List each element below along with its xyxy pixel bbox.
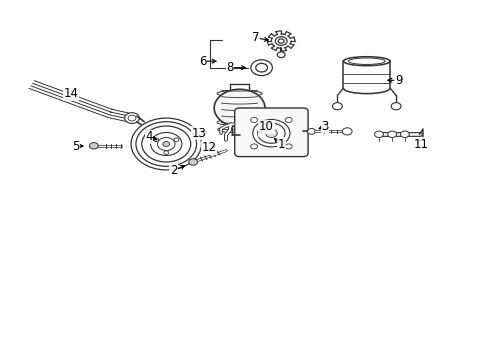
Circle shape bbox=[153, 138, 158, 141]
Circle shape bbox=[400, 131, 408, 138]
Circle shape bbox=[150, 132, 182, 156]
Text: 9: 9 bbox=[394, 74, 402, 87]
Text: 13: 13 bbox=[192, 127, 206, 140]
Circle shape bbox=[163, 151, 168, 154]
Circle shape bbox=[390, 103, 400, 110]
Circle shape bbox=[277, 52, 285, 58]
Circle shape bbox=[142, 126, 190, 162]
Circle shape bbox=[285, 144, 291, 149]
Circle shape bbox=[250, 117, 257, 122]
Circle shape bbox=[188, 159, 197, 165]
Text: 11: 11 bbox=[413, 138, 428, 150]
Circle shape bbox=[214, 89, 264, 127]
Circle shape bbox=[128, 115, 136, 121]
Circle shape bbox=[250, 144, 257, 149]
Circle shape bbox=[131, 118, 201, 170]
Circle shape bbox=[124, 113, 139, 123]
Circle shape bbox=[136, 122, 196, 166]
Circle shape bbox=[252, 120, 289, 147]
Circle shape bbox=[255, 63, 267, 72]
Text: 3: 3 bbox=[321, 120, 328, 132]
Circle shape bbox=[342, 128, 351, 135]
Circle shape bbox=[387, 131, 396, 138]
Circle shape bbox=[374, 131, 383, 138]
Circle shape bbox=[278, 39, 284, 43]
Circle shape bbox=[250, 60, 272, 76]
Text: 14: 14 bbox=[63, 87, 78, 100]
Circle shape bbox=[257, 123, 285, 143]
Circle shape bbox=[89, 143, 98, 149]
Text: 12: 12 bbox=[202, 141, 216, 154]
Text: 6: 6 bbox=[199, 55, 206, 68]
Circle shape bbox=[265, 129, 277, 138]
Text: 10: 10 bbox=[259, 120, 273, 133]
Circle shape bbox=[174, 138, 179, 141]
Text: 5: 5 bbox=[72, 140, 80, 153]
FancyBboxPatch shape bbox=[234, 108, 307, 157]
Text: 4: 4 bbox=[145, 130, 153, 143]
Circle shape bbox=[157, 138, 175, 150]
Circle shape bbox=[163, 141, 169, 147]
Text: 8: 8 bbox=[225, 61, 233, 74]
Text: 7: 7 bbox=[251, 31, 259, 44]
Circle shape bbox=[307, 129, 315, 134]
Circle shape bbox=[275, 37, 286, 45]
Text: 2: 2 bbox=[169, 165, 177, 177]
Circle shape bbox=[332, 103, 342, 110]
Circle shape bbox=[285, 117, 291, 122]
Text: 1: 1 bbox=[277, 138, 285, 150]
